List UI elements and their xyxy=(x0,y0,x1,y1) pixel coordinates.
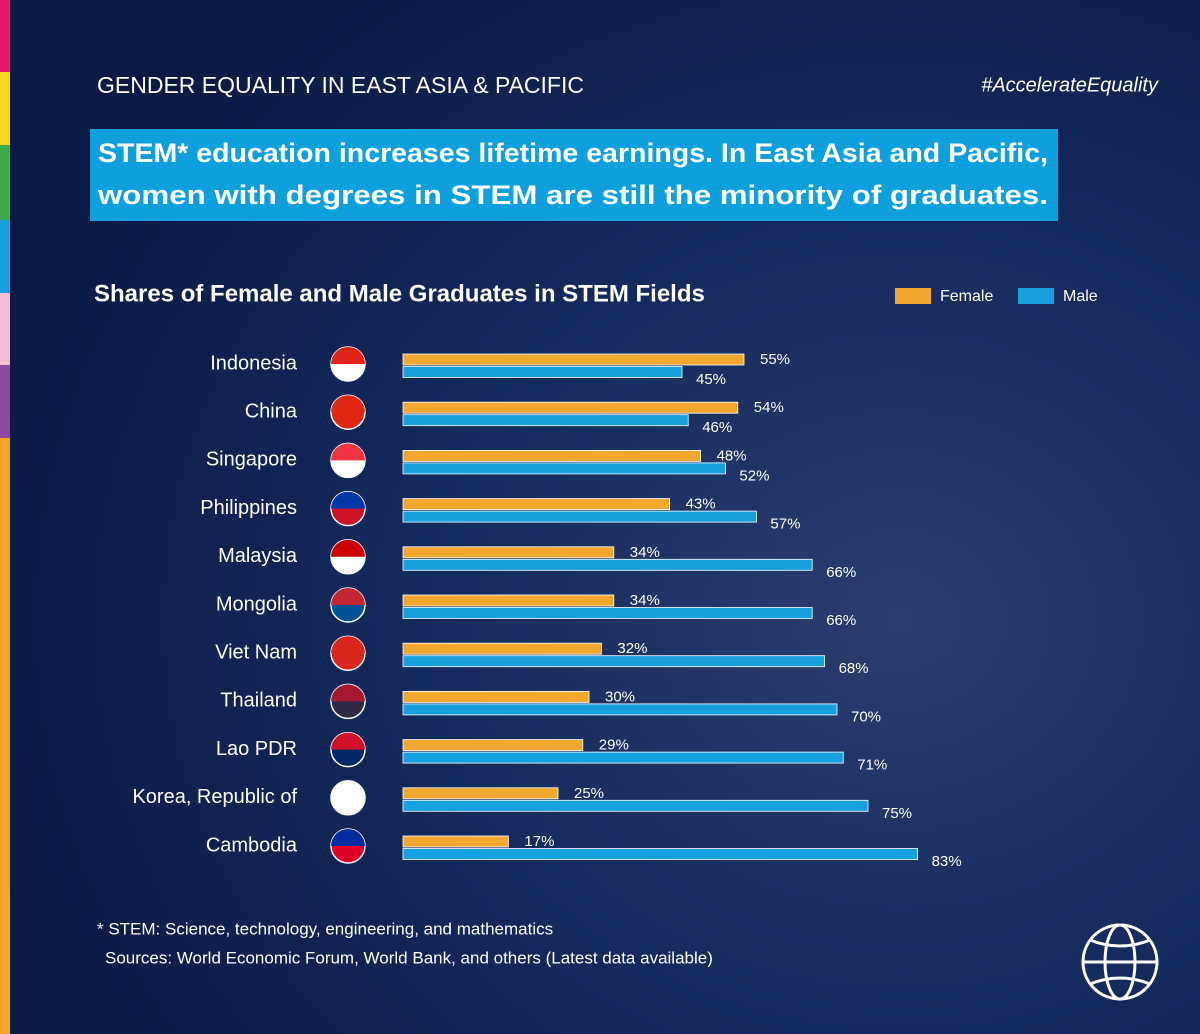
bar xyxy=(402,642,602,655)
flag xyxy=(331,684,365,702)
value-label: 55% xyxy=(760,351,790,368)
value-label: 25% xyxy=(574,785,604,802)
bar xyxy=(402,607,813,619)
bar xyxy=(402,558,813,571)
flag xyxy=(331,588,365,605)
footnote: * STEM: Science, technology, engineering… xyxy=(97,919,553,938)
headline: women with degrees in STEM are still the… xyxy=(97,180,1048,210)
legend-label: Female xyxy=(940,288,993,305)
flag xyxy=(331,395,365,413)
flag xyxy=(331,347,365,364)
bar xyxy=(402,848,918,860)
flag xyxy=(331,732,365,750)
value-label: 48% xyxy=(717,447,747,464)
category-label: Cambodia xyxy=(206,834,298,856)
value-label: 43% xyxy=(686,496,716,513)
flag xyxy=(331,491,365,509)
chart-title: Shares of Female and Male Graduates in S… xyxy=(94,280,705,307)
legend-swatch xyxy=(895,288,931,304)
value-label: 70% xyxy=(851,708,881,725)
bar xyxy=(402,414,689,427)
flag xyxy=(331,780,365,798)
value-label: 30% xyxy=(605,688,635,705)
bar xyxy=(402,546,615,559)
flag xyxy=(331,636,365,654)
category-label: Thailand xyxy=(220,690,297,712)
category-label: Viet Nam xyxy=(215,641,297,663)
value-label: 45% xyxy=(696,371,726,388)
bar xyxy=(402,366,683,378)
flag xyxy=(331,539,365,557)
bar xyxy=(402,449,702,462)
headline: STEM* education increases lifetime earni… xyxy=(98,138,1048,168)
bar xyxy=(402,401,739,414)
category-label: Malaysia xyxy=(218,545,298,567)
value-label: 17% xyxy=(524,833,554,850)
bar xyxy=(402,510,757,523)
category-label: Singapore xyxy=(206,449,297,471)
bar xyxy=(402,655,826,668)
flag xyxy=(331,829,365,846)
bar xyxy=(402,799,869,812)
value-label: 34% xyxy=(630,592,660,609)
bar xyxy=(402,594,615,607)
value-label: 29% xyxy=(599,737,629,754)
flag xyxy=(331,443,365,461)
value-label: 75% xyxy=(882,805,912,822)
bar xyxy=(402,703,838,716)
legend-swatch xyxy=(1018,288,1054,304)
category-label: Mongolia xyxy=(216,593,298,615)
bar xyxy=(402,353,745,366)
bar xyxy=(402,739,584,751)
value-label: 57% xyxy=(770,516,800,533)
headline-box xyxy=(90,129,1058,221)
bar xyxy=(402,787,559,800)
value-label: 32% xyxy=(617,640,647,657)
footnote: Sources: World Economic Forum, World Ban… xyxy=(105,948,713,967)
bar xyxy=(402,691,590,703)
kicker: GENDER EQUALITY IN EAST ASIA & PACIFIC xyxy=(97,72,584,98)
value-label: 54% xyxy=(754,399,784,416)
bar xyxy=(402,498,671,511)
category-label: China xyxy=(245,400,298,422)
value-label: 71% xyxy=(857,757,887,774)
category-label: Korea, Republic of xyxy=(132,786,297,808)
bar xyxy=(402,835,509,848)
bar xyxy=(402,462,726,475)
logo xyxy=(1081,923,1159,1001)
value-label: 66% xyxy=(826,612,856,629)
value-label: 83% xyxy=(932,853,962,870)
value-label: 66% xyxy=(826,564,856,581)
bar xyxy=(402,751,844,764)
value-label: 68% xyxy=(839,660,869,677)
category-label: Lao PDR xyxy=(216,738,297,760)
category-label: Philippines xyxy=(200,497,297,519)
value-label: 46% xyxy=(702,419,732,436)
value-label: 52% xyxy=(739,467,769,484)
hashtag: #AccelerateEquality xyxy=(981,74,1159,96)
color-stripe xyxy=(0,0,10,1034)
value-label: 34% xyxy=(630,544,660,561)
legend-label: Male xyxy=(1063,288,1098,305)
category-label: Indonesia xyxy=(210,352,298,374)
